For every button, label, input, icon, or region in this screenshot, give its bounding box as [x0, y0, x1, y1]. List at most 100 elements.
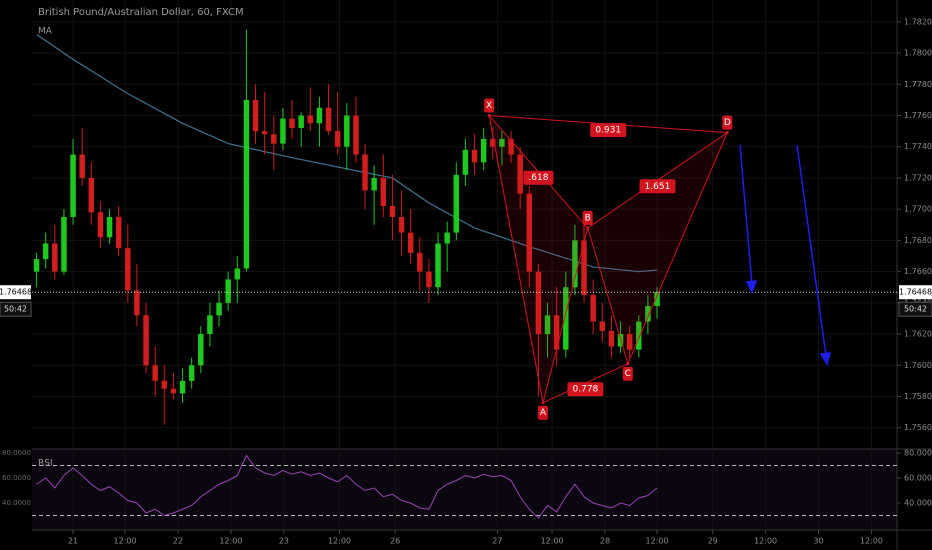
y-tick-label: 1.75800: [904, 392, 932, 401]
y-tick-label: 1.76600: [904, 267, 932, 276]
y-tick-label: 1.76000: [904, 361, 932, 370]
candle-body: [654, 291, 660, 306]
x-tick-label: 12:00: [114, 537, 137, 546]
candle-body: [444, 232, 450, 244]
candle-body: [216, 302, 222, 316]
candle-body: [590, 295, 596, 322]
candle-body: [106, 216, 113, 238]
x-tick-label: 29: [708, 537, 718, 546]
candle-body: [480, 138, 487, 163]
y-tick-label: 1.77400: [904, 142, 932, 151]
projection-arrows: [739, 144, 832, 366]
candle-body: [52, 243, 58, 272]
ratio-label: 0.778: [573, 385, 599, 395]
point-box: [722, 115, 733, 130]
pattern-point: [541, 401, 545, 405]
point-box: [484, 98, 495, 113]
candle-body: [407, 232, 414, 253]
candle-body: [526, 193, 533, 272]
candle-body: [79, 154, 85, 178]
y-tick-label: 1.77200: [904, 173, 932, 182]
y-tick-label: 1.77600: [904, 111, 932, 120]
last-price-label: 1.76468: [899, 288, 932, 297]
rsi-tick-label: 40.0000: [904, 499, 932, 508]
y-tick-label: 1.78000: [904, 49, 932, 58]
candle-body: [42, 243, 49, 260]
candle-body: [599, 321, 606, 331]
candle-body: [426, 271, 432, 288]
candle-body: [161, 380, 168, 389]
candle-body: [170, 388, 177, 394]
y-tick-label: 1.78200: [904, 17, 932, 26]
ratio-label: .618: [528, 173, 548, 183]
pattern-triangle: [587, 132, 728, 364]
point-label: A: [540, 408, 547, 418]
rsi-tick-label: 80.0000: [904, 449, 932, 458]
x-tick-label: 23: [279, 537, 289, 546]
point-label: B: [585, 213, 591, 223]
candle-body: [143, 315, 149, 366]
candle-body: [243, 99, 250, 269]
point-label: C: [625, 369, 631, 379]
candle-body: [544, 315, 551, 335]
candle-body: [608, 330, 615, 347]
candle-body: [462, 149, 469, 175]
pattern-point: [626, 362, 630, 366]
candle-body: [471, 149, 478, 163]
candle-body: [125, 248, 131, 291]
y-tick-label: 1.75600: [904, 423, 932, 432]
candle-body: [572, 240, 578, 288]
arrow-head: [819, 352, 832, 366]
plot: 1.756001.758001.760001.762001.764001.766…: [0, 17, 932, 546]
x-tick-label: 27: [492, 537, 502, 546]
point-label: X: [486, 101, 492, 111]
candle-body: [188, 365, 195, 381]
candle-body: [207, 315, 213, 335]
candle-body: [553, 315, 560, 350]
candle-body: [626, 334, 633, 350]
y-tick-label: 1.77800: [904, 80, 932, 89]
pattern-leg: [542, 227, 589, 403]
candle-body: [261, 131, 268, 135]
candle-body: [453, 174, 460, 233]
candle-body: [316, 107, 323, 124]
candle-body: [380, 177, 387, 207]
candle-body: [252, 99, 259, 132]
candle-body: [307, 115, 314, 124]
pattern-point: [725, 131, 729, 135]
x-tick-label: 22: [173, 537, 183, 546]
candle-body: [435, 243, 441, 288]
candle-body: [636, 321, 642, 350]
pattern-leg: [587, 227, 629, 364]
rsi-line: [36, 454, 658, 519]
x-tick-label: 28: [600, 537, 610, 546]
last-price-box: [899, 285, 932, 300]
y-tick-label: 1.76200: [904, 330, 932, 339]
chart-title: British Pound/Australian Dollar, 60, FXC…: [38, 7, 244, 18]
candle-body: [344, 115, 350, 147]
candle-body: [61, 216, 67, 272]
rsi-tick-label-left: 40.0000: [2, 499, 31, 507]
indicator-label: MA: [38, 27, 53, 37]
last-price-box: [0, 285, 31, 300]
x-tick-label: 12:00: [754, 537, 777, 546]
pattern-leg: [627, 132, 728, 364]
candle-body: [535, 271, 542, 335]
candle-body: [417, 252, 423, 272]
last-price-label: 1.76468: [0, 288, 32, 297]
countdown-box: [898, 301, 932, 317]
candle-body: [225, 279, 231, 303]
candle-body: [563, 287, 569, 350]
candle-body: [325, 107, 332, 132]
x-tick-label: 12:00: [860, 537, 883, 546]
candle-body: [362, 154, 368, 191]
point-label: D: [724, 118, 731, 128]
rsi-tick-label: 60.0000: [904, 474, 932, 483]
candle-body: [298, 115, 304, 128]
candle-body: [389, 206, 396, 217]
candle-body: [115, 216, 122, 249]
grid: [32, 0, 897, 530]
x-tick-label: 12:00: [541, 537, 564, 546]
arrow: [739, 144, 753, 286]
pattern-triangle: [489, 115, 588, 403]
